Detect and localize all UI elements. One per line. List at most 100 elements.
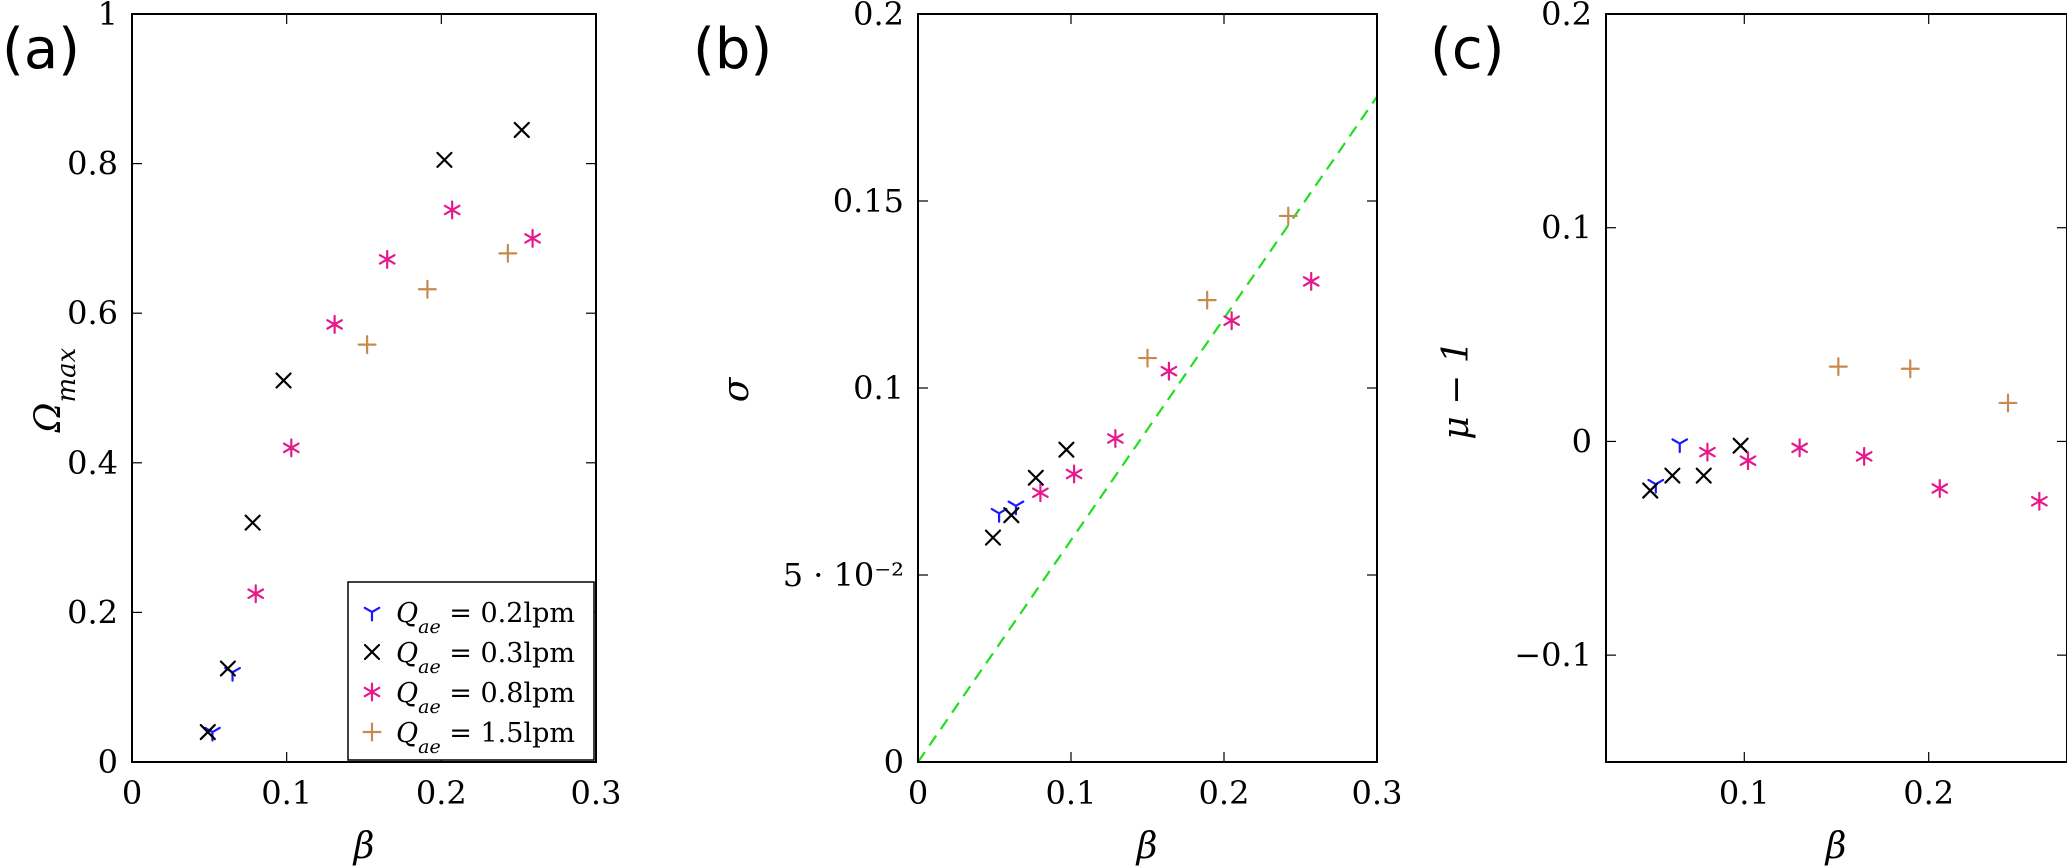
- data-point: [1695, 467, 1712, 484]
- legend-label: Qae = 0.2lpm: [396, 598, 575, 638]
- y-tick-label: 0.2: [853, 0, 904, 33]
- y-tick-label: 5 · 10⁻²: [783, 556, 904, 594]
- data-point: [326, 314, 343, 334]
- y-axis-label: σ: [716, 376, 757, 402]
- x-axis-label: β: [1135, 826, 1158, 866]
- panel-label: (a): [2, 17, 80, 82]
- data-point: [984, 529, 1002, 546]
- data-point: [1160, 361, 1178, 381]
- x-axis-label: β: [352, 826, 375, 866]
- reference-line: [917, 96, 1378, 763]
- x-tick-label: 0.2: [1903, 774, 1954, 812]
- x-tick-label: 0.1: [261, 774, 312, 812]
- x-tick-label: 0.1: [1046, 774, 1097, 812]
- data-point: [417, 279, 437, 299]
- data-point: [2030, 491, 2048, 511]
- data-point: [990, 507, 1008, 523]
- data-point: [1998, 393, 2018, 413]
- legend-label: Qae = 1.5lpm: [396, 718, 575, 758]
- panel-b: 0 0.1 0.2 0.3 0 5 · 10⁻² 0.1 0.15 0.2 (b) β σ: [693, 0, 1402, 866]
- data-point: [1671, 438, 1689, 454]
- data-point: [1003, 507, 1020, 524]
- data-point: [219, 660, 236, 677]
- data-point: [1065, 464, 1083, 484]
- panel-label: (b): [693, 17, 772, 82]
- y-tick-label: 0.2: [67, 593, 118, 631]
- data-point: [1791, 438, 1808, 458]
- data-point: [524, 228, 541, 248]
- legend-marker: [363, 682, 381, 702]
- data-point: [1699, 442, 1716, 462]
- x-tick-label: 0.2: [416, 774, 467, 812]
- x-tick-label: 0.2: [1199, 774, 1250, 812]
- data-point: [1278, 206, 1298, 226]
- data-point: [1138, 348, 1157, 368]
- x-tick-label: 0: [908, 774, 928, 812]
- legend-marker: [363, 643, 381, 661]
- data-point: [1828, 357, 1848, 377]
- y-axis-label-main: μ − 1: [1436, 340, 1477, 439]
- data-point: [513, 121, 530, 139]
- legend-label: Qae = 0.8lpm: [396, 678, 575, 718]
- data-point: [199, 723, 216, 741]
- y-axis-label: μ − 1: [1436, 340, 1477, 439]
- data-point: [1931, 478, 1949, 498]
- data-point: [1223, 311, 1241, 331]
- data-point: [1900, 359, 1920, 379]
- data-point: [357, 335, 377, 355]
- legend-marker: [362, 722, 382, 742]
- y-tick-label: 0.15: [833, 182, 904, 220]
- data-point: [1302, 271, 1320, 291]
- y-tick-label: 0.1: [1541, 209, 1592, 247]
- y-tick-label: 1: [98, 0, 118, 33]
- data-point: [1739, 451, 1757, 471]
- data-point: [282, 438, 300, 458]
- plot-frame: [917, 13, 1378, 763]
- y-tick-label: 0: [1572, 422, 1592, 460]
- data-point: [1732, 437, 1749, 454]
- x-tick-label: 0.1: [1719, 774, 1770, 812]
- y-tick-label: 0.1: [853, 369, 904, 407]
- y-axis-label-sub: max: [52, 347, 82, 402]
- data-point: [378, 249, 396, 269]
- y-tick-label: 0.6: [67, 294, 118, 332]
- x-axis-label: β: [1824, 826, 1847, 866]
- data-point: [1058, 441, 1075, 458]
- y-tick-label: 0.4: [67, 444, 118, 482]
- data-point: [1027, 469, 1044, 486]
- data-point: [275, 372, 292, 389]
- data-point: [1107, 428, 1124, 448]
- data-point: [1642, 482, 1659, 499]
- data-point: [1007, 500, 1025, 516]
- y-tick-label: 0: [98, 743, 118, 781]
- y-tick-label: −0.1: [1514, 636, 1592, 674]
- data-point: [436, 151, 453, 168]
- y-axis-label-main: Ω: [28, 402, 69, 433]
- panel-a: 0 0.1 0.2 0.3 0 0.2 0.4 0.6 0.8 1 (a) β Ωmax: [2, 0, 621, 866]
- plot-frame: [1605, 13, 2067, 763]
- data-point: [244, 514, 261, 531]
- legend-frame: [347, 581, 595, 761]
- data-point: [1855, 446, 1873, 466]
- y-tick-label: 0: [884, 743, 904, 781]
- data-point: [1032, 483, 1049, 503]
- panel-label: (c): [1430, 17, 1504, 82]
- data-point: [1197, 290, 1217, 310]
- y-tick-label: 0.8: [67, 145, 118, 183]
- x-tick-label: 0: [122, 774, 142, 812]
- data-point: [443, 200, 461, 220]
- panel-c: 0.1 0.2 −0.1 0 0.1 0.2 (c) β μ − 1: [1430, 0, 2067, 866]
- y-tick-label: 0.2: [1541, 0, 1592, 33]
- legend-marker: [363, 606, 381, 622]
- data-point: [204, 726, 221, 742]
- x-tick-label: 0.3: [1352, 774, 1403, 812]
- data-point: [498, 243, 518, 263]
- legend-label: Qae = 0.3lpm: [396, 638, 575, 678]
- x-tick-label: 0.3: [571, 774, 622, 812]
- plot-frame: [131, 13, 597, 763]
- y-axis-label: Ωmax: [28, 347, 82, 433]
- data-point: [247, 584, 265, 604]
- y-axis-label-main: σ: [716, 376, 757, 402]
